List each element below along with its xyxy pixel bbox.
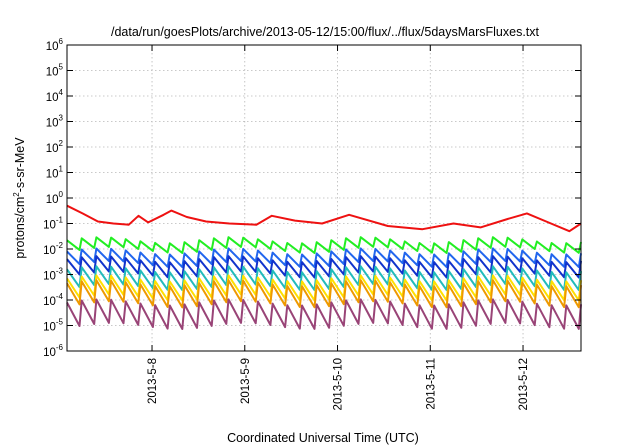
y-tick-label: 10-4 <box>43 292 63 308</box>
y-tick-exponent: 1 <box>59 165 64 174</box>
series-group <box>66 204 582 330</box>
y-tick-base: 10 <box>43 245 56 257</box>
y-tick-exponent: 2 <box>59 139 64 148</box>
y-axis: 10610510410310210110010-110-210-310-410-… <box>43 37 581 359</box>
x-axis: 2013-5-8 2013-5-9 2013-5-10 2013-5-11 2013-5… <box>147 45 530 410</box>
y-tick-label: 10-5 <box>43 318 63 334</box>
series-line <box>66 204 582 233</box>
y-tick-label: 101 <box>46 165 64 181</box>
series-line <box>66 247 582 269</box>
y-tick-exponent: -4 <box>56 292 64 301</box>
y-tick-base: 10 <box>43 220 56 232</box>
y-tick-base: 10 <box>43 322 56 334</box>
chart-title: /data/run/goesPlots/archive/2013-05-12/1… <box>111 25 540 39</box>
y-tick-base: 10 <box>46 143 59 155</box>
x-tick-label: 2013-5-8 <box>147 358 159 404</box>
y-axis-label-main: protons/cm <box>13 197 27 259</box>
x-tick-label: 2013-5-10 <box>333 358 345 410</box>
y-tick-label: 104 <box>46 88 64 104</box>
y-tick-base: 10 <box>46 118 59 130</box>
series-line <box>66 265 582 292</box>
y-tick-exponent: 6 <box>59 37 64 46</box>
y-tick-exponent: -5 <box>56 318 64 327</box>
y-tick-base: 10 <box>43 347 56 359</box>
y-tick-label: 10-3 <box>43 267 63 283</box>
y-tick-label: 106 <box>46 37 64 53</box>
y-tick-base: 10 <box>46 169 59 181</box>
x-tick-label: 2013-5-9 <box>240 358 252 404</box>
y-tick-exponent: -2 <box>56 241 64 250</box>
y-tick-label: 10-1 <box>43 216 63 232</box>
x-tick-label: 2013-5-11 <box>425 358 437 410</box>
series-line <box>66 298 582 330</box>
y-tick-base: 10 <box>46 67 59 79</box>
y-tick-base: 10 <box>46 41 59 53</box>
y-tick-exponent: -6 <box>56 343 64 352</box>
y-tick-exponent: 4 <box>59 88 64 97</box>
y-tick-exponent: -1 <box>56 216 64 225</box>
y-axis-label-sup: 2 <box>12 192 21 197</box>
y-tick-label: 10-6 <box>43 343 63 359</box>
x-tick-label: 2013-5-12 <box>518 358 530 410</box>
y-tick-base: 10 <box>46 194 59 206</box>
y-tick-label: 102 <box>46 139 64 155</box>
y-tick-label: 100 <box>46 190 64 206</box>
y-tick-exponent: 5 <box>59 63 64 72</box>
series-line <box>66 255 582 279</box>
y-axis-label-tail: -s-sr-MeV <box>13 137 27 193</box>
y-tick-label: 10-2 <box>43 241 63 257</box>
y-tick-exponent: 3 <box>59 114 64 123</box>
y-tick-base: 10 <box>43 296 56 308</box>
y-axis-label: protons/cm2-s-sr-MeV <box>12 137 27 259</box>
y-tick-label: 105 <box>46 63 64 79</box>
y-tick-base: 10 <box>46 92 59 104</box>
series-line <box>66 279 582 309</box>
x-axis-label: Coordinated Universal Time (UTC) <box>227 431 419 445</box>
series-line <box>66 236 582 254</box>
grid <box>67 44 581 352</box>
y-tick-base: 10 <box>43 271 56 283</box>
y-tick-exponent: 0 <box>59 190 64 199</box>
y-tick-label: 103 <box>46 114 64 130</box>
y-tick-exponent: -3 <box>56 267 64 276</box>
